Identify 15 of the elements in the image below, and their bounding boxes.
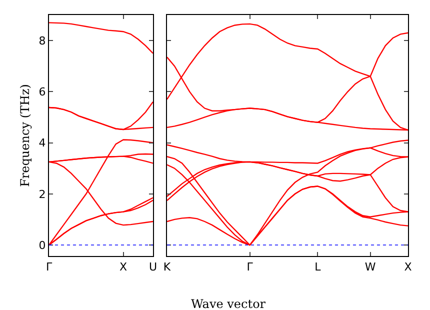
x-axis-title: Wave vector	[191, 297, 266, 310]
y-axis-title: Frequency (THz)	[18, 84, 32, 187]
y-tick-label: 8	[38, 34, 46, 48]
x-tick-label: K	[163, 260, 172, 274]
x-tick-label: W	[364, 260, 376, 274]
x-tick-label: L	[314, 260, 322, 274]
x-tick-label: Γ	[46, 260, 53, 274]
y-tick-label: 0	[38, 238, 46, 252]
y-tick-label: 2	[38, 188, 46, 201]
x-tick-label: Γ	[246, 260, 254, 274]
y-tick-label: 4	[38, 136, 46, 150]
x-tick-label: X	[120, 260, 128, 274]
x-tick-label: U	[148, 260, 158, 274]
x-tick-label: X	[404, 260, 412, 274]
y-tick-label: 6	[38, 86, 46, 99]
